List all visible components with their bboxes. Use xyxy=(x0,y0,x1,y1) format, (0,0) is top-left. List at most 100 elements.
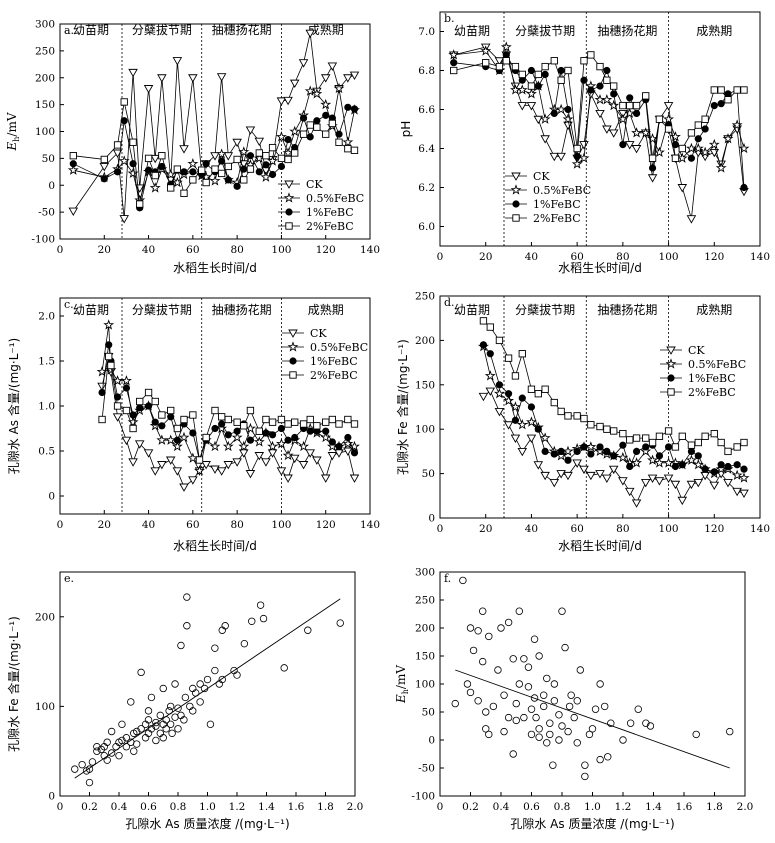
data-point xyxy=(664,125,673,133)
x-tick-label: 60 xyxy=(570,523,583,535)
data-point xyxy=(306,427,314,435)
data-point xyxy=(527,66,536,75)
data-point xyxy=(202,433,210,442)
data-point xyxy=(520,713,528,722)
x-tick-label: 60 xyxy=(186,519,199,531)
y-axis-label-sub: h xyxy=(12,137,21,142)
data-point xyxy=(129,424,137,433)
data-point xyxy=(573,152,581,160)
x-tick-label: 1.4 xyxy=(645,801,662,813)
data-point xyxy=(632,434,641,442)
data-point xyxy=(724,447,732,456)
stage-label: 分蘖拔节期 xyxy=(515,23,575,38)
data-point xyxy=(503,395,515,406)
data-point xyxy=(463,680,472,688)
data-point xyxy=(647,474,658,483)
data-point xyxy=(313,422,321,430)
data-point xyxy=(624,107,636,119)
data-point xyxy=(100,155,108,164)
data-point xyxy=(221,622,229,630)
data-point xyxy=(246,152,255,160)
data-point xyxy=(733,443,741,451)
data-point xyxy=(533,115,544,125)
data-point xyxy=(654,477,665,486)
data-point xyxy=(581,761,589,769)
data-point xyxy=(328,415,337,424)
data-point xyxy=(195,456,204,464)
data-point xyxy=(601,702,609,711)
data-point xyxy=(631,145,642,154)
data-point xyxy=(555,736,563,744)
data-point xyxy=(511,62,520,71)
data-point xyxy=(262,429,270,437)
data-point xyxy=(518,350,526,358)
data-point xyxy=(617,451,629,463)
data-point xyxy=(509,401,521,412)
data-point xyxy=(687,441,696,449)
data-point xyxy=(557,76,565,84)
data-point xyxy=(120,98,128,106)
y-tick-label: 1.5 xyxy=(38,356,55,368)
data-point xyxy=(306,133,314,141)
data-point xyxy=(550,697,559,705)
data-point xyxy=(147,693,156,702)
data-point xyxy=(526,434,537,443)
data-point xyxy=(626,719,635,727)
data-point xyxy=(671,462,680,471)
legend-label: 2%FeBC xyxy=(688,386,736,399)
y-tick-label: 6.4 xyxy=(418,143,435,155)
data-point xyxy=(740,465,748,473)
data-point xyxy=(567,691,575,699)
stage-label: 成熟期 xyxy=(696,23,732,38)
data-point xyxy=(579,141,589,150)
data-point xyxy=(188,74,198,83)
data-point xyxy=(168,729,176,737)
y-tick-label: 300 xyxy=(415,567,435,579)
data-point xyxy=(561,643,569,652)
data-point xyxy=(517,102,528,111)
data-point xyxy=(624,487,635,497)
data-point xyxy=(557,407,565,416)
data-point xyxy=(246,436,255,444)
data-point xyxy=(687,447,696,456)
data-point xyxy=(189,707,197,715)
data-point xyxy=(136,397,144,406)
data-point xyxy=(539,113,551,124)
x-tick-label: 20 xyxy=(479,523,492,535)
data-point xyxy=(450,66,458,75)
data-point xyxy=(165,434,177,445)
x-axis-label: 水稻生长时间/d xyxy=(173,539,257,553)
data-point xyxy=(222,440,234,452)
data-point xyxy=(262,161,270,169)
legend-marker xyxy=(285,208,293,216)
data-point xyxy=(254,452,265,461)
data-point xyxy=(240,165,248,173)
data-point xyxy=(328,119,337,128)
data-point xyxy=(144,388,153,397)
data-point xyxy=(256,601,265,609)
data-point xyxy=(128,68,138,78)
data-point xyxy=(631,457,643,468)
data-point xyxy=(594,94,606,105)
data-point xyxy=(118,155,130,166)
data-point xyxy=(129,160,137,168)
data-point xyxy=(322,418,330,426)
data-point xyxy=(619,429,627,438)
data-point xyxy=(740,183,748,192)
data-point xyxy=(664,443,673,451)
x-tick-label: 1.0 xyxy=(584,801,601,813)
data-point xyxy=(648,154,657,162)
data-point xyxy=(218,420,226,428)
data-point xyxy=(459,576,467,585)
data-point xyxy=(129,138,137,146)
data-point xyxy=(710,429,718,438)
data-point xyxy=(479,607,487,615)
data-point xyxy=(233,182,241,190)
plot-frame xyxy=(439,295,761,519)
data-point xyxy=(607,719,615,727)
data-point xyxy=(211,165,219,173)
data-point xyxy=(610,452,618,460)
x-tick-label: 1.2 xyxy=(229,801,246,813)
y-axis-label-main: E xyxy=(5,142,19,152)
data-point xyxy=(157,461,167,470)
